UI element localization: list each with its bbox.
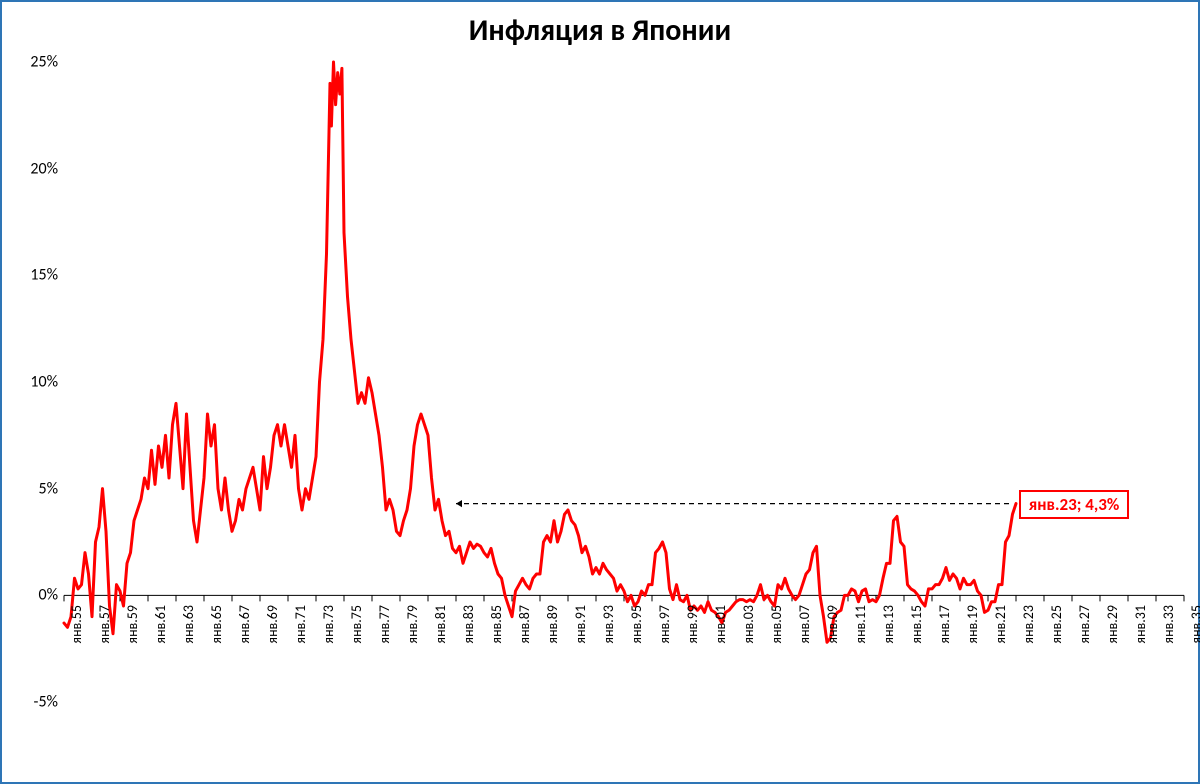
callout-leader-arrow (456, 500, 462, 507)
x-tick-label: янв.31 (1132, 605, 1149, 644)
plot-area: -5%0%5%10%15%20%25% янв.55янв.57янв.59ян… (64, 62, 1184, 702)
x-tick-label: янв.77 (376, 605, 393, 644)
x-tick-label: янв.29 (1104, 605, 1121, 644)
chart-frame: Инфляция в Японии -5% 0% 5% 10% 15% 20% 25% ян… (0, 0, 1200, 784)
x-tick-label: янв.07 (796, 605, 813, 644)
x-tick-label: янв.55 (68, 605, 85, 644)
x-tick-label: янв.73 (320, 605, 337, 644)
y-tick-label: 25% (30, 53, 64, 72)
x-tick-label: янв.85 (488, 605, 505, 644)
y-tick-label: 15% (30, 266, 64, 285)
x-tick-label: янв.21 (992, 605, 1009, 644)
chart-title: Инфляция в Японии (2, 12, 1198, 49)
plot-svg (64, 62, 1184, 702)
x-tick-label: янв.01 (712, 605, 729, 644)
y-tick-label: 0% (38, 586, 64, 605)
x-tick-label: янв.19 (964, 605, 981, 644)
x-tick-label: янв.15 (908, 605, 925, 644)
x-tick-label: янв.95 (628, 605, 645, 644)
x-tick-label: янв.05 (768, 605, 785, 644)
x-tick-label: янв.75 (348, 605, 365, 644)
x-tick-label: янв.23 (1020, 605, 1037, 644)
x-tick-label: янв.57 (96, 605, 113, 644)
x-tick-label: янв.87 (516, 605, 533, 644)
x-tick-label: янв.27 (1076, 605, 1093, 644)
x-tick-label: янв.93 (600, 605, 617, 644)
y-tick-label: -5% (34, 693, 64, 712)
callout-label: янв.23; 4,3% (1019, 490, 1129, 519)
y-tick-label: 20% (30, 159, 64, 178)
x-tick-label: янв.79 (404, 605, 421, 644)
x-tick-label: янв.71 (292, 605, 309, 644)
y-tick-label: 10% (30, 373, 64, 392)
x-tick-label: янв.83 (460, 605, 477, 644)
x-tick-label: янв.11 (852, 605, 869, 644)
x-tick-label: янв.67 (236, 605, 253, 644)
x-tick-label: янв.61 (152, 605, 169, 644)
x-tick-label: янв.25 (1048, 605, 1065, 644)
x-tick-label: янв.03 (740, 605, 757, 644)
x-tick-label: янв.91 (572, 605, 589, 644)
x-tick-label: янв.81 (432, 605, 449, 644)
x-tick-label: янв.99 (684, 605, 701, 644)
x-tick-label: янв.63 (180, 605, 197, 644)
x-tick-label: янв.33 (1160, 605, 1177, 644)
y-tick-label: 5% (38, 479, 64, 498)
x-tick-label: янв.35 (1188, 605, 1200, 644)
x-tick-label: янв.97 (656, 605, 673, 644)
x-tick-label: янв.09 (824, 605, 841, 644)
x-tick-label: янв.13 (880, 605, 897, 644)
x-tick-label: янв.69 (264, 605, 281, 644)
x-tick-label: янв.89 (544, 605, 561, 644)
x-tick-label: янв.65 (208, 605, 225, 644)
x-tick-label: янв.17 (936, 605, 953, 644)
x-tick-label: янв.59 (124, 605, 141, 644)
inflation-series-line (64, 62, 1016, 642)
